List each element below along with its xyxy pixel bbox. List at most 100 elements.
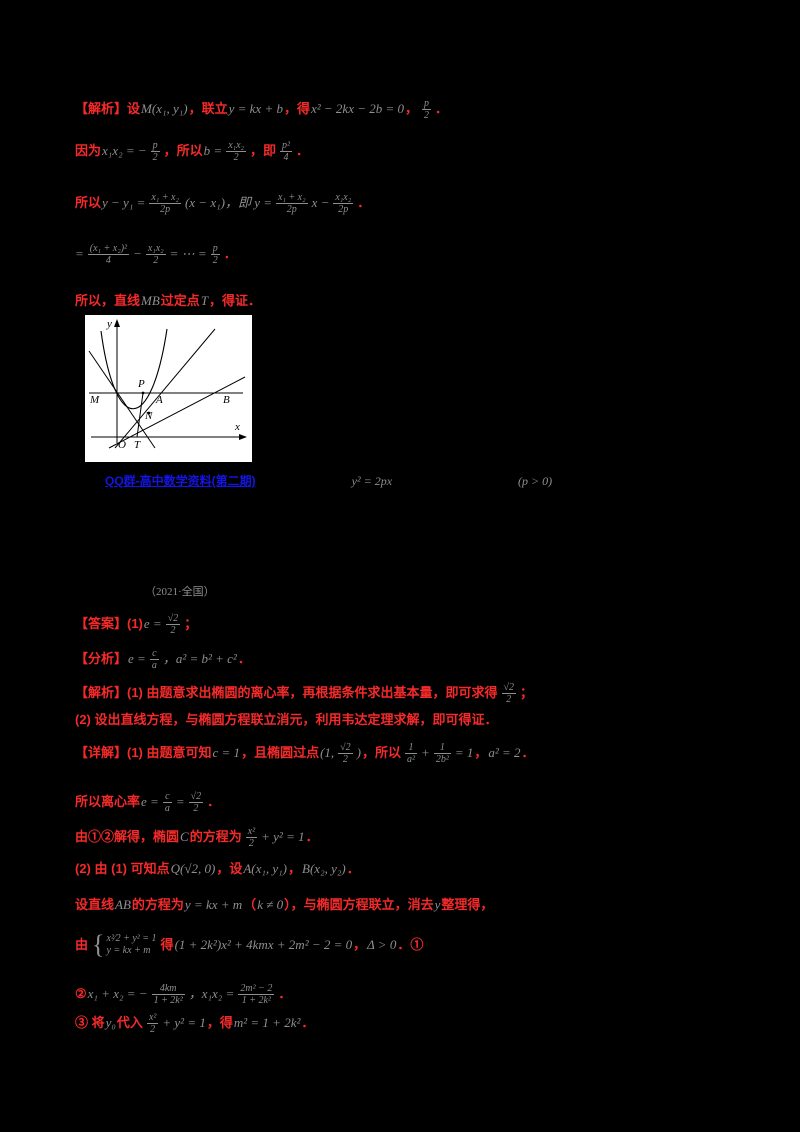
- text-segment: 过定点: [160, 293, 200, 308]
- text-segment: (1,: [320, 745, 335, 761]
- text-segment: x² − 2kx − 2b = 0: [310, 101, 405, 117]
- text-segment: ．: [278, 986, 292, 1002]
- text-segment: ，所以: [163, 143, 203, 159]
- figure-svg: [88, 319, 247, 449]
- text-line: 由①②解得，椭圆 C 的方程为 x² 2 + y² = 1 ．: [75, 826, 319, 849]
- text-segment: Q(√2, 0): [170, 861, 216, 876]
- text-segment: +: [421, 745, 430, 761]
- text-line: (2) 设出直线方程，与椭圆方程联立消元，利用韦达定理求解，即可得证．: [75, 712, 498, 728]
- text-segment: ），与椭圆方程联立，消去: [284, 897, 434, 912]
- math-fragment: y² = 2px: [351, 474, 393, 488]
- axis-label-y: y: [107, 318, 112, 330]
- text-line: 【解析】设 M(x₁, y₁) ，联立 y = kx + b ，得 x² − 2kx…: [75, 98, 448, 121]
- text-segment: ．: [296, 143, 310, 159]
- text-line: 因为 x₁x₂ = − p 2 ，所以 b = x₁x₂ 2 ，即 p² 4 ．: [75, 140, 309, 163]
- math-fraction: √2 2: [165, 613, 181, 636]
- text-segment: ，: [353, 936, 367, 952]
- text-segment: e =: [143, 616, 162, 632]
- text-segment: 设直线: [75, 897, 115, 912]
- text-segment: ，设: [216, 861, 243, 876]
- text-segment: 【解析】设: [75, 101, 141, 117]
- text-segment: ；: [184, 616, 198, 632]
- text-segment: ，得证．: [209, 293, 262, 308]
- math-fraction: 1 a²: [405, 742, 418, 765]
- system-brace-icon: {: [92, 930, 105, 959]
- text-segment: = ⋯ =: [169, 246, 207, 262]
- text-segment: c = 1: [212, 745, 241, 761]
- text-segment: y − y₁ =: [102, 195, 146, 211]
- text-line: = (x₁ + x₂)² 4− x₁x₂ 2 = ⋯ = p 2 ．: [75, 243, 237, 266]
- point-label-M: M: [90, 394, 100, 406]
- text-segment: x −: [311, 195, 330, 211]
- text-segment: M(x₁, y₁): [141, 101, 188, 117]
- text-segment: x₁x₂ = −: [102, 143, 147, 159]
- text-line: 【详解】(1) 由题意可知 c = 1 ，且椭圆过点 (1, √2 2) ，所以 1 a²…: [75, 742, 535, 765]
- text-segment: ②: [75, 986, 87, 1002]
- point-label-N: N: [145, 410, 153, 422]
- text-segment: + y² = 1: [261, 829, 305, 845]
- text-segment: 【详解】(1) 由题意可知: [75, 745, 212, 761]
- math-fragment: (p > 0): [518, 474, 553, 488]
- math-fraction: (x₁ + x₂)² 4: [87, 243, 130, 266]
- text-line: 【解析】(1) 由题意求出椭圆的离心率，再根据条件求出基本量，即可求得 √2 2；: [75, 682, 533, 705]
- text-segment: y = kx + m: [184, 897, 243, 912]
- text-segment: =: [175, 794, 185, 810]
- text-line: ③ 将 y₀ 代入 x² 2 + y² = 1 ，得 m² = 1 + 2k² ．: [75, 1012, 314, 1035]
- text-segment: −: [133, 246, 142, 262]
- coordinate-figure: y x M P A B N O T: [85, 315, 252, 462]
- text-line: 【分析】 e = c a ，a² = b² + c² ．: [75, 648, 251, 671]
- point-label-O: O: [118, 439, 126, 451]
- text-segment: (1 + 2k²)x² + 4kmx + 2m² − 2 = 0: [174, 936, 353, 952]
- text-segment: 因为: [75, 143, 102, 159]
- text-segment: ，得: [283, 101, 310, 117]
- text-segment: y: [434, 897, 441, 912]
- text-segment: （: [243, 897, 257, 912]
- text-segment: =: [75, 246, 84, 262]
- text-segment: 【答案】(1): [75, 616, 143, 632]
- point-label-A: A: [156, 394, 163, 406]
- text-segment: ．: [301, 1015, 315, 1031]
- text-line: 设直线 AB 的方程为 y = kx + m （k ≠ 0 ），与椭圆方程联立，消去…: [75, 897, 493, 913]
- text-segment: ): [356, 745, 362, 761]
- math-fraction: x² 2: [146, 1012, 159, 1035]
- text-line: 所以离心率 e = c a = √2 2 ．: [75, 791, 220, 814]
- text-segment: (x − x₁)，即 y =: [184, 195, 272, 211]
- math-fraction: x₁x₂ 2p: [333, 192, 354, 215]
- link-line: QQ群-高中数学资料(第二期) y² = 2px (p > 0): [105, 474, 552, 489]
- text-segment: 【解析】(1) 由题意求出椭圆的离心率，再根据条件求出基本量，即可求得: [75, 685, 498, 701]
- text-segment: 所以离心率: [75, 794, 141, 810]
- source-text: （2021·全国）: [145, 586, 215, 598]
- text-segment: 整理得，: [441, 897, 494, 912]
- text-line: 所以 y − y₁ = x₁ + x₂ 2p (x − x₁)，即 y = x₁ + x…: [75, 192, 370, 215]
- text-segment: T: [200, 293, 209, 308]
- math-fraction: 1 2b²: [433, 742, 451, 765]
- source-line: （2021·全国）: [145, 586, 215, 600]
- text-segment: ．: [223, 246, 237, 262]
- text-segment: x₁ + x₂ = −: [87, 986, 148, 1002]
- text-segment: ③ 将: [75, 1015, 105, 1031]
- text-segment: ，得: [206, 1015, 233, 1031]
- text-segment: + y² = 1: [162, 1015, 206, 1031]
- math-fraction: p² 4: [280, 140, 293, 163]
- text-line: 【答案】(1) e = √2 2；: [75, 613, 197, 636]
- qq-group-link[interactable]: QQ群-高中数学资料(第二期): [105, 474, 256, 488]
- text-segment: y = kx + b: [228, 101, 283, 117]
- math-fraction: x₁ + x₂ 2p: [276, 192, 308, 215]
- text-segment: ，: [474, 745, 488, 761]
- text-segment: = 1: [454, 745, 474, 761]
- text-segment: ，a² = b² + c²: [162, 651, 237, 667]
- text-segment: e =: [128, 651, 146, 667]
- text-segment: ．: [237, 651, 251, 667]
- text-segment: 得: [160, 936, 174, 952]
- point-label-B: B: [223, 394, 230, 406]
- math-fraction: √2 2: [338, 742, 353, 765]
- text-segment: Δ > 0: [367, 936, 397, 952]
- text-segment: a² = 2: [488, 745, 521, 761]
